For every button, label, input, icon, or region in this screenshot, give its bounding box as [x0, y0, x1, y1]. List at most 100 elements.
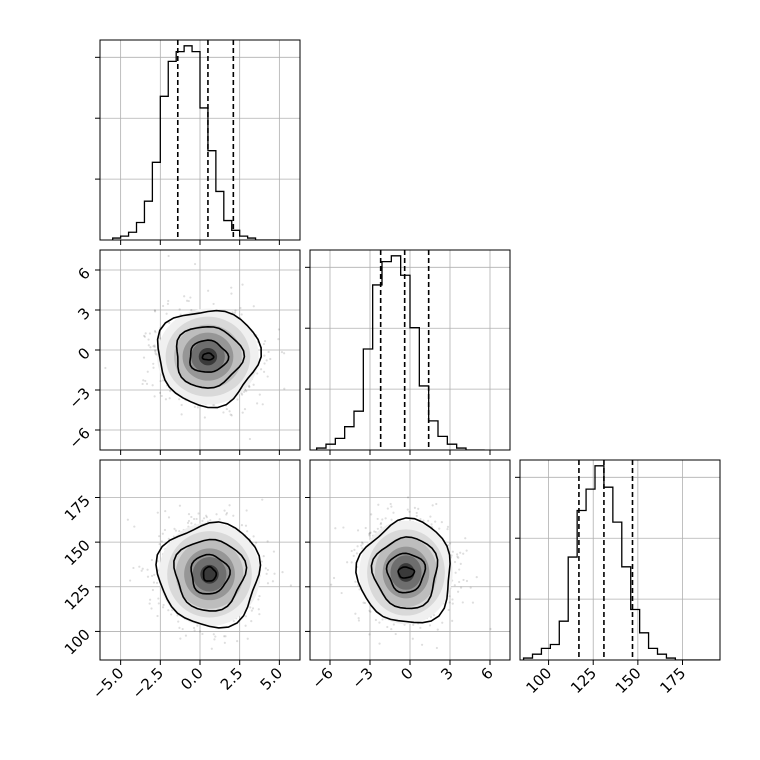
scatter-point	[374, 618, 378, 622]
scatter-point	[451, 619, 454, 622]
scatter-point	[167, 516, 171, 519]
axes-frame	[99, 459, 301, 661]
scatter-point	[156, 511, 159, 514]
scatter-point	[475, 576, 478, 579]
scatter-point	[390, 518, 393, 521]
scatter-point	[167, 299, 170, 303]
scatter-point	[193, 405, 196, 408]
scatter-point	[197, 512, 200, 515]
x-tick-label: 100	[522, 664, 555, 697]
scatter-point	[248, 385, 251, 389]
axes-frame	[309, 459, 511, 661]
scatter-point	[330, 583, 333, 586]
scatter-point	[280, 351, 284, 354]
scatter-point	[258, 393, 261, 396]
scatter-point	[262, 555, 265, 558]
scatter-point	[242, 390, 246, 393]
scatter-point	[368, 532, 371, 535]
scatter-point	[160, 394, 163, 398]
contour-line	[201, 352, 215, 361]
scatter-point	[277, 338, 280, 341]
x-tick-label: 0.0	[177, 664, 207, 694]
scatter-point	[381, 618, 384, 621]
scatter-point	[185, 299, 189, 302]
scatter-point	[150, 607, 153, 610]
scatter-point	[143, 335, 147, 338]
scatter-point	[251, 607, 255, 610]
scatter-point	[412, 623, 415, 626]
scatter-point	[458, 580, 461, 584]
scatter-point	[462, 578, 465, 582]
scatter-point	[192, 626, 196, 630]
scatter-point	[346, 561, 349, 564]
scatter-point	[156, 614, 159, 618]
y-tick-label: 3	[74, 304, 93, 323]
scatter-point	[362, 601, 365, 604]
scatter-point	[411, 637, 414, 640]
scatter-point	[266, 540, 269, 543]
scatter-point	[435, 646, 438, 650]
x-tick-label: 175	[656, 664, 689, 697]
scatter-point	[152, 345, 155, 348]
scatter-point	[154, 331, 157, 334]
scatter-point	[158, 535, 161, 538]
scatter-point	[364, 526, 367, 530]
histogram-panel: 100 125 150 175	[515, 459, 721, 697]
scatter-point	[225, 511, 229, 515]
scatter-point	[456, 590, 460, 593]
panel-content	[126, 498, 292, 650]
x-tick-label: 125	[567, 664, 600, 697]
y-tick-label: 125	[61, 581, 94, 614]
scatter-point	[355, 552, 358, 555]
scatter-point	[170, 613, 173, 616]
scatter-point	[187, 519, 191, 523]
scatter-point	[417, 507, 420, 510]
scatter-point	[233, 311, 237, 314]
scatter-point	[198, 630, 202, 633]
scatter-point	[222, 411, 225, 414]
scatter-point	[153, 344, 156, 347]
contour-line	[189, 339, 230, 373]
scatter-point	[392, 511, 395, 514]
scatter-point	[169, 390, 172, 393]
scatter-point	[147, 338, 150, 341]
scatter-point	[245, 509, 248, 512]
scatter-point	[269, 357, 272, 361]
axes-frame	[99, 249, 301, 451]
scatter-point	[138, 565, 141, 568]
scatter-point	[447, 608, 450, 612]
scatter-point	[428, 624, 432, 627]
scatter-point	[190, 515, 193, 519]
scatter-point	[250, 609, 253, 612]
scatter-point	[289, 584, 292, 587]
scatter-point	[236, 398, 239, 401]
scatter-point	[223, 635, 226, 638]
histogram-step	[112, 45, 280, 240]
scatter-point	[415, 514, 418, 518]
scatter-point	[431, 504, 434, 507]
scatter-point	[451, 602, 454, 605]
scatter-point	[451, 598, 454, 601]
scatter-point	[151, 384, 154, 387]
histogram-panel	[95, 39, 301, 245]
scatter-point	[159, 379, 162, 383]
scatter-point	[430, 523, 433, 526]
scatter-point	[142, 356, 146, 359]
scatter-point	[157, 597, 160, 600]
scatter-point	[154, 352, 157, 355]
contour-line	[156, 309, 263, 409]
scatter-point	[406, 508, 409, 511]
scatter-point	[258, 595, 261, 598]
scatter-point	[422, 519, 425, 522]
x-tick-label: 150	[612, 664, 645, 697]
scatter-point	[224, 635, 227, 638]
scatter-point	[370, 513, 373, 516]
scatter-point	[438, 527, 441, 530]
x-tick-label: −6	[308, 664, 336, 692]
scatter-point	[147, 344, 150, 347]
scatter-point	[376, 517, 379, 521]
scatter-point	[380, 526, 383, 529]
scatter-point	[353, 548, 356, 551]
scatter-point	[262, 370, 266, 373]
